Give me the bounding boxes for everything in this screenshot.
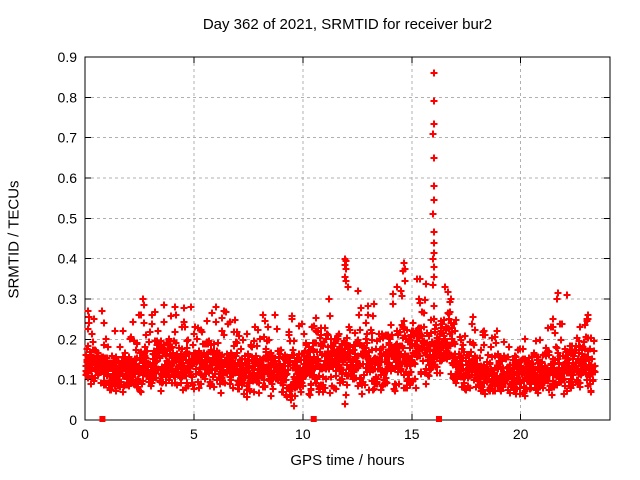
svg-text:0.4: 0.4 xyxy=(58,251,78,267)
svg-text:0.2: 0.2 xyxy=(58,331,78,347)
svg-text:0: 0 xyxy=(69,412,77,428)
svg-text:20: 20 xyxy=(513,426,529,442)
x-axis-label: GPS time / hours xyxy=(290,452,405,469)
chart-title: Day 362 of 2021, SRMTID for receiver bur… xyxy=(202,16,493,33)
axis-border-and-ticks xyxy=(84,56,611,421)
svg-text:15: 15 xyxy=(404,426,420,442)
svg-text:0.1: 0.1 xyxy=(58,372,78,388)
data-points-layer xyxy=(82,69,599,422)
svg-text:0.8: 0.8 xyxy=(58,89,78,105)
svg-text:0.5: 0.5 xyxy=(58,210,78,226)
svg-text:0.6: 0.6 xyxy=(58,170,78,186)
svg-text:0.3: 0.3 xyxy=(58,291,78,307)
svg-text:0.7: 0.7 xyxy=(58,130,78,146)
svg-text:0.9: 0.9 xyxy=(58,49,78,65)
tick-labels-layer: 0 5 10 15 20 0 0.1 0.2 0.3 0.4 0.5 0.6 0.7 0.8 0.9 xyxy=(58,49,529,442)
svg-text:5: 5 xyxy=(190,426,198,442)
svg-text:0: 0 xyxy=(81,426,89,442)
svg-text:10: 10 xyxy=(295,426,311,442)
